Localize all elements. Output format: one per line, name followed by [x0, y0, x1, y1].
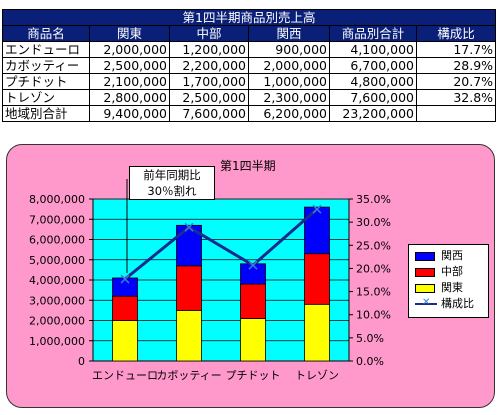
product-total-cell[interactable]: 6,700,000: [329, 57, 417, 74]
empty-share-cell[interactable]: [415, 105, 497, 122]
bar-segment: [176, 265, 202, 311]
y-tick-label: 1,000,000: [29, 335, 85, 348]
x-tick-label: カボッティー: [156, 369, 221, 382]
y2-tick-label: 0.0%: [356, 355, 384, 368]
share-cell[interactable]: 28.9%: [415, 57, 497, 74]
bar-segment: [304, 206, 330, 255]
product-total-cell[interactable]: 4,800,000: [329, 73, 417, 90]
annotation-line1: 前年同期比: [143, 168, 201, 182]
header-cell[interactable]: 関西: [248, 25, 330, 42]
y2-tick-label: 35.0%: [356, 193, 391, 206]
kanto-cell[interactable]: 2,800,000: [89, 89, 170, 106]
table-row: カボッティー 2,500,000 2,200,000 2,000,000 6,7…: [2, 57, 497, 74]
kansai-cell[interactable]: 2,300,000: [248, 89, 330, 106]
legend-swatch: [415, 268, 435, 277]
chart-title[interactable]: 第1四半期: [220, 159, 276, 173]
chubu-cell[interactable]: 2,500,000: [169, 89, 249, 106]
share-line: [124, 208, 318, 281]
kansai-total-cell[interactable]: 6,200,000: [248, 105, 330, 122]
header-cell[interactable]: 商品名: [2, 25, 90, 42]
header-cell[interactable]: 中部: [169, 25, 249, 42]
kansai-cell[interactable]: 1,000,000: [248, 73, 330, 90]
table-row: エンドューロ 2,000,000 1,200,000 900,000 4,100…: [2, 41, 497, 58]
product-total-cell[interactable]: 7,600,000: [329, 89, 417, 106]
legend-swatch: [415, 252, 435, 261]
product-name-cell[interactable]: エンドューロ: [2, 41, 90, 58]
header-cell[interactable]: 構成比: [415, 25, 497, 42]
annotation-callout[interactable]: 前年同期比 30％割れ: [129, 166, 215, 200]
x-marker-icon: ✕: [422, 297, 431, 308]
product-name-cell[interactable]: トレゾン: [2, 89, 90, 106]
total-label-cell[interactable]: 地域別合計: [2, 105, 90, 122]
table-title[interactable]: 第1四半期商品別売上高: [1, 9, 497, 26]
bar-segment: [240, 283, 266, 319]
legend-label: 関東: [441, 281, 463, 294]
table-row: トレゾン 2,800,000 2,500,000 2,300,000 7,600…: [2, 89, 497, 106]
sales-table: 第1四半期商品別売上高 商品名 関東 中部 関西 商品別合計 構成比 エンドュー…: [1, 9, 497, 122]
kansai-cell[interactable]: 2,000,000: [248, 57, 330, 74]
y-tick-label: 2,000,000: [29, 315, 85, 328]
share-cell[interactable]: 20.7%: [415, 73, 497, 90]
bar-segment: [304, 253, 330, 305]
legend-label: 関西: [441, 249, 463, 262]
bar-segment: [112, 295, 138, 321]
y2-tick-label: 15.0%: [356, 286, 391, 299]
x-tick-label: プチドット: [226, 369, 281, 382]
product-total-cell[interactable]: 4,100,000: [329, 41, 417, 58]
table-row: プチドット 2,100,000 1,700,000 1,000,000 4,80…: [2, 73, 497, 90]
kanto-total-cell[interactable]: 9,400,000: [89, 105, 170, 122]
chubu-cell[interactable]: 1,200,000: [169, 41, 249, 58]
product-name-cell[interactable]: プチドット: [2, 73, 90, 90]
share-marker: [120, 274, 130, 284]
legend-label: 構成比: [441, 297, 474, 310]
share-marker: [184, 222, 194, 232]
y2-tick-label: 30.0%: [356, 216, 391, 229]
chubu-cell[interactable]: 2,200,000: [169, 57, 249, 74]
bar-segment: [176, 309, 202, 362]
chart-canvas[interactable]: 0 1,000,000 2,000,000 3,000,000 4,000,000 5,0…: [7, 145, 494, 407]
y-tick-label: 7,000,000: [29, 213, 85, 226]
header-cell[interactable]: 関東: [89, 25, 170, 42]
y2-tick-label: 5.0%: [356, 332, 384, 345]
share-marker: [248, 260, 258, 270]
y2-tick-label: 25.0%: [356, 239, 391, 252]
y-tick-label: 4,000,000: [29, 274, 85, 287]
kansai-cell[interactable]: 900,000: [248, 41, 330, 58]
bar-segment: [240, 318, 266, 362]
legend-line-swatch: ✕: [415, 298, 437, 308]
y-tick-label: 5,000,000: [29, 254, 85, 267]
annotation-line2: 30％割れ: [147, 184, 197, 198]
y-tick-label: 8,000,000: [29, 193, 85, 206]
legend-label: 中部: [441, 265, 463, 278]
header-cell[interactable]: 商品別合計: [329, 25, 417, 42]
chubu-cell[interactable]: 1,700,000: [169, 73, 249, 90]
y-tick-label: 3,000,000: [29, 294, 85, 307]
chubu-total-cell[interactable]: 7,600,000: [169, 105, 249, 122]
share-cell[interactable]: 32.8%: [415, 89, 497, 106]
bar-segment: [112, 277, 138, 297]
chart-legend[interactable]: 関西 中部 関東 ✕ 構成比: [408, 244, 489, 318]
share-marker: [312, 204, 322, 214]
total-row: 地域別合計 9,400,000 7,600,000 6,200,000 23,2…: [2, 105, 497, 122]
y2-tick-label: 20.0%: [356, 262, 391, 275]
grand-total-cell[interactable]: 23,200,000: [329, 105, 417, 122]
y-tick-label: 6,000,000: [29, 234, 85, 247]
product-name-cell[interactable]: カボッティー: [2, 57, 90, 74]
header-row: 商品名 関東 中部 関西 商品別合計 構成比: [2, 25, 497, 42]
y2-tick-label: 10.0%: [356, 309, 391, 322]
kanto-cell[interactable]: 2,500,000: [89, 57, 170, 74]
chart-area[interactable]: 0 1,000,000 2,000,000 3,000,000 4,000,000 5,0…: [6, 144, 495, 408]
bar-segment: [304, 303, 330, 362]
x-tick-label: トレゾン: [295, 369, 339, 382]
bar-segment: [112, 320, 138, 362]
x-tick-label: エンドューロ: [92, 369, 158, 382]
kanto-cell[interactable]: 2,100,000: [89, 73, 170, 90]
kanto-cell[interactable]: 2,000,000: [89, 41, 170, 58]
share-cell[interactable]: 17.7%: [415, 41, 497, 58]
legend-swatch: [415, 284, 435, 293]
y-tick-label: 0: [78, 355, 85, 368]
